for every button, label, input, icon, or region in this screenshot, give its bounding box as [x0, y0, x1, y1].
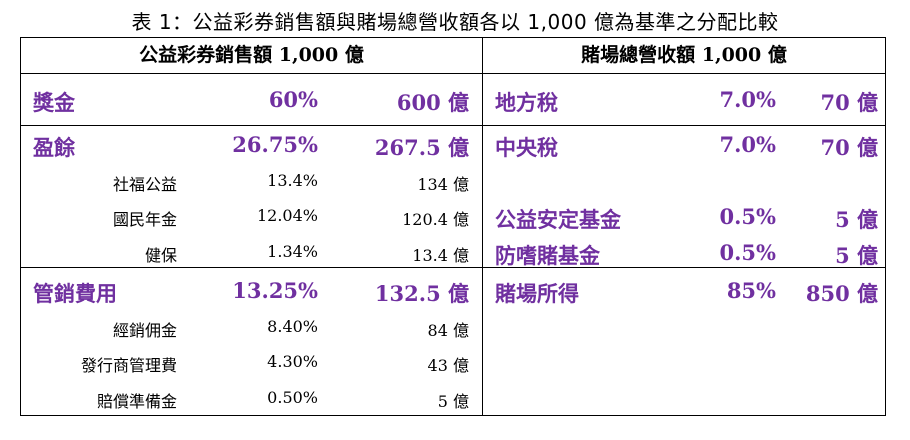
- expense-item-amount: 43 億: [427, 356, 469, 375]
- surplus-item-label: 國民年金: [112, 210, 177, 229]
- casino-income-amount: 850 億: [805, 281, 878, 306]
- local-tax-pct: 7.0%: [719, 87, 777, 112]
- surplus-item-label: 社福公益: [112, 175, 177, 194]
- surplus-item-pct: 1.34%: [267, 242, 318, 261]
- prize-pct: 60%: [268, 87, 318, 112]
- expense-item-label: 經銷佣金: [112, 321, 177, 340]
- central-tax-pct: 7.0%: [719, 132, 777, 157]
- casino-income-pct: 85%: [726, 278, 776, 303]
- expense-pct: 13.25%: [232, 278, 318, 303]
- casino-header: 賭場總營收額 1,000 億: [581, 44, 787, 66]
- casino-income-label: 賭場所得: [495, 281, 579, 306]
- allocation-table: 公益彩券銷售額 1,000 億 賭場總營收額 1,000 億 獎金 60% 60…: [20, 37, 886, 416]
- expense-item-pct: 4.30%: [267, 352, 318, 371]
- surplus-item-label: 健保: [144, 246, 177, 265]
- row-divider-1: [21, 125, 885, 126]
- surplus-item-pct: 12.04%: [256, 206, 318, 225]
- expense-item-pct: 8.40%: [267, 317, 318, 336]
- prize-label: 獎金: [33, 90, 75, 115]
- central-tax-label: 中央稅: [495, 135, 558, 160]
- expense-item-label: 賠償準備金: [96, 392, 177, 411]
- stability-fund-amount: 5 億: [835, 207, 878, 232]
- addiction-fund-amount: 5 億: [835, 243, 878, 268]
- surplus-label: 盈餘: [33, 135, 75, 160]
- expense-label: 管銷費用: [33, 281, 117, 306]
- surplus-item-amount: 134 億: [417, 175, 469, 194]
- expense-amount: 132.5 億: [374, 281, 469, 306]
- stability-fund-pct: 0.5%: [719, 204, 777, 229]
- surplus-amount: 267.5 億: [374, 135, 469, 160]
- expense-item-amount: 84 億: [427, 321, 469, 340]
- prize-amount: 600 億: [396, 90, 469, 115]
- central-tax-amount: 70 億: [820, 135, 878, 160]
- surplus-item-amount: 13.4 億: [412, 246, 469, 265]
- expense-item-amount: 5 億: [437, 392, 469, 411]
- addiction-fund-label: 防嗜賭基金: [495, 243, 600, 268]
- local-tax-label: 地方稅: [495, 90, 558, 115]
- addiction-fund-pct: 0.5%: [719, 240, 777, 265]
- local-tax-amount: 70 億: [820, 90, 878, 115]
- surplus-item-pct: 13.4%: [267, 171, 318, 190]
- expense-item-pct: 0.50%: [267, 388, 318, 407]
- table-caption: 表 1：公益彩券銷售額與賭場總營收額各以 1,000 億為基準之分配比較: [131, 10, 779, 34]
- lottery-header: 公益彩券銷售額 1,000 億: [139, 44, 364, 66]
- stability-fund-label: 公益安定基金: [495, 207, 621, 232]
- header-divider: [21, 73, 885, 74]
- expense-item-label: 發行商管理費: [80, 356, 177, 375]
- row-divider-2: [21, 267, 885, 268]
- surplus-pct: 26.75%: [232, 132, 318, 157]
- column-divider: [482, 38, 483, 415]
- surplus-item-amount: 120.4 億: [402, 210, 469, 229]
